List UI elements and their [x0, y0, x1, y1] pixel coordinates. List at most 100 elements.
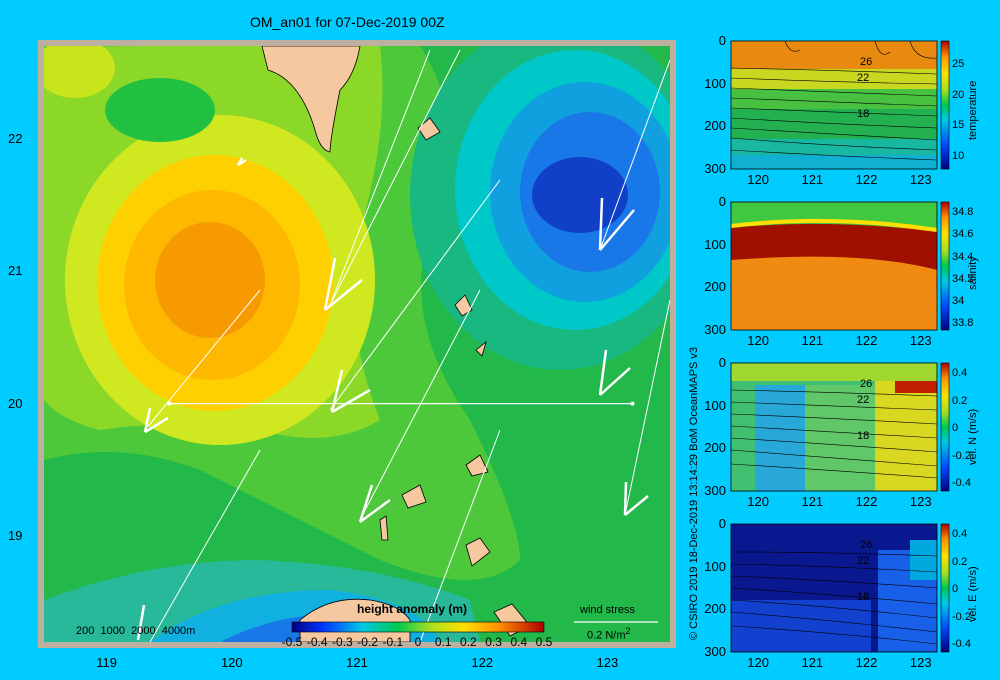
panel1-cb-tick-10: 10	[952, 149, 965, 162]
panel4-y-tick-100: 100	[704, 558, 726, 574]
height-colorbar-tick-1: -0.4	[306, 635, 328, 649]
height-colorbar-tick-5: 0	[414, 635, 422, 649]
map-title: OM_an01 for 07-Dec-2019 00Z	[250, 14, 445, 30]
panel3-x-tick-121: 121	[801, 494, 824, 509]
panel1-contour-label-26: 26	[860, 56, 873, 68]
panel4-x-tick-122: 122	[855, 655, 878, 670]
map-y-tick-19: 19	[8, 528, 23, 544]
height-colorbar-tick-0: -0.5	[281, 635, 303, 649]
bathy-label-1000: 1000	[100, 625, 125, 637]
panel3-y-tick-100: 100	[704, 397, 726, 413]
panel3-contour-label-26: 26	[860, 378, 873, 390]
panel2-cb-tick-34.2: 34.2	[952, 272, 974, 285]
panel3-x-tick-122: 122	[855, 494, 878, 509]
panel2-y-tick-100: 100	[704, 236, 726, 252]
panel4-y-tick-200: 200	[704, 601, 726, 617]
panel4-contour-label-18: 18	[857, 591, 870, 603]
panel2-x-tick-123: 123	[909, 333, 932, 348]
panel4-y-tick-300: 300	[704, 644, 726, 659]
panel1-y-tick-0: 0	[718, 33, 726, 48]
panel1-cb-tick-20: 20	[952, 88, 965, 101]
wind-stress-scale-value: 0.2 N/m	[587, 629, 626, 642]
map-y-tick-20: 20	[8, 395, 23, 411]
height-colorbar-label: height anomaly (m)	[357, 602, 468, 616]
panel1-y-tick-100: 100	[704, 75, 726, 91]
panel3-x-tick-123: 123	[909, 494, 932, 509]
salinity-label: salinity	[967, 256, 979, 290]
panel3-contour-label-22: 22	[857, 394, 870, 406]
section-end-marker	[630, 401, 635, 406]
map-x-tick-121: 121	[346, 655, 368, 670]
vel-n-panel	[730, 362, 950, 492]
panel1-cb-tick-25: 25	[952, 58, 965, 71]
panel4-contour-label-26: 26	[860, 539, 873, 551]
bathy-label-4000: 4000m	[161, 625, 196, 637]
vel-n-label: vel. N (m/s)	[967, 408, 979, 465]
height-colorbar-tick-2: -0.3	[332, 635, 353, 649]
panel1-y-tick-200: 200	[704, 118, 726, 134]
panel2-y-tick-300: 300	[704, 322, 726, 337]
panel4-cb-tick-0: 0	[952, 583, 959, 596]
panel1-cb-tick-15: 15	[952, 119, 965, 132]
panel2-x-tick-120: 120	[747, 333, 769, 348]
wind-stress-label: wind stress	[580, 604, 636, 616]
map-x-tick-122: 122	[471, 655, 494, 670]
map-y-tick-21: 21	[8, 263, 23, 279]
panel1-x-tick-123: 123	[909, 172, 932, 187]
panel1-contour-label-22: 22	[857, 72, 870, 84]
map-x-tick-123: 123	[596, 655, 619, 670]
height-colorbar-tick-3: -0.2	[357, 635, 378, 649]
panel3-x-tick-120: 120	[747, 494, 769, 509]
height-colorbar-tick-8: 0.3	[485, 635, 502, 649]
panel4-cb-tick--0.4: -0.4	[952, 638, 971, 651]
panel2-cb-tick-34.8: 34.8	[952, 206, 974, 219]
height-colorbar	[291, 621, 545, 633]
panel4-x-tick-123: 123	[909, 655, 932, 670]
bathymetry-legend: 200 1000 2000 4000m	[76, 625, 195, 637]
panel2-cb-tick-34.4: 34.4	[952, 250, 974, 263]
height-colorbar-tick-6: 0.1	[434, 635, 452, 649]
panel2-x-tick-121: 121	[801, 333, 824, 348]
map-x-tick-120: 120	[220, 655, 243, 670]
panel3-cb-tick--0.2: -0.2	[952, 449, 971, 462]
height-colorbar-tick-9: 0.4	[510, 635, 528, 649]
vel-e-label: vel. E (m/s)	[967, 566, 979, 622]
wind-stress-scale-text: 0.2 N/m2	[587, 626, 631, 642]
panel2-cb-tick-34.6: 34.6	[952, 228, 974, 241]
temperature-panel	[730, 40, 950, 170]
panel2-cb-tick-34: 34	[952, 295, 965, 308]
credit-text: © CSIRO 2019 18-Dec-2019 13:14:29 BoM Oc…	[688, 346, 700, 640]
panel4-cb-tick-0.2: 0.2	[952, 555, 968, 568]
panel3-cb-tick--0.4: -0.4	[952, 477, 971, 490]
temperature-label: temperature	[967, 80, 979, 140]
panel4-y-tick-0: 0	[718, 516, 726, 531]
panel4-x-tick-120: 120	[747, 655, 769, 670]
panel3-cb-tick-0.2: 0.2	[952, 394, 968, 407]
panel3-cb-tick-0.4: 0.4	[952, 367, 968, 379]
bathy-label-2000: 2000	[131, 625, 156, 637]
panel3-cb-tick-0: 0	[952, 422, 959, 435]
panel3-y-tick-200: 200	[704, 440, 726, 456]
panel1-y-tick-300: 300	[704, 161, 726, 176]
panel1-contour-label-18: 18	[857, 108, 870, 120]
height-anomaly-field	[44, 46, 670, 642]
panel1-x-tick-120: 120	[747, 172, 769, 187]
map-y-tick-22: 22	[8, 130, 23, 146]
height-colorbar-tick-7: 0.2	[460, 635, 477, 649]
section-start-marker	[167, 401, 172, 406]
panel3-contour-label-18: 18	[857, 430, 870, 442]
map-x-tick-119: 119	[96, 655, 117, 670]
salinity-panel	[730, 201, 950, 331]
panel3-y-tick-0: 0	[718, 355, 726, 370]
panel2-x-tick-122: 122	[855, 333, 878, 348]
panel1-x-tick-122: 122	[855, 172, 878, 187]
panel1-x-tick-121: 121	[801, 172, 824, 187]
panel4-x-tick-121: 121	[801, 655, 824, 670]
panel4-cb-tick-0.4: 0.4	[952, 528, 968, 540]
bathy-label-200: 200	[76, 625, 95, 637]
vel-e-panel	[730, 523, 950, 653]
panel2-cb-tick-33.8: 33.8	[952, 317, 974, 330]
panel2-y-tick-0: 0	[718, 194, 726, 209]
panel2-y-tick-200: 200	[704, 279, 726, 295]
